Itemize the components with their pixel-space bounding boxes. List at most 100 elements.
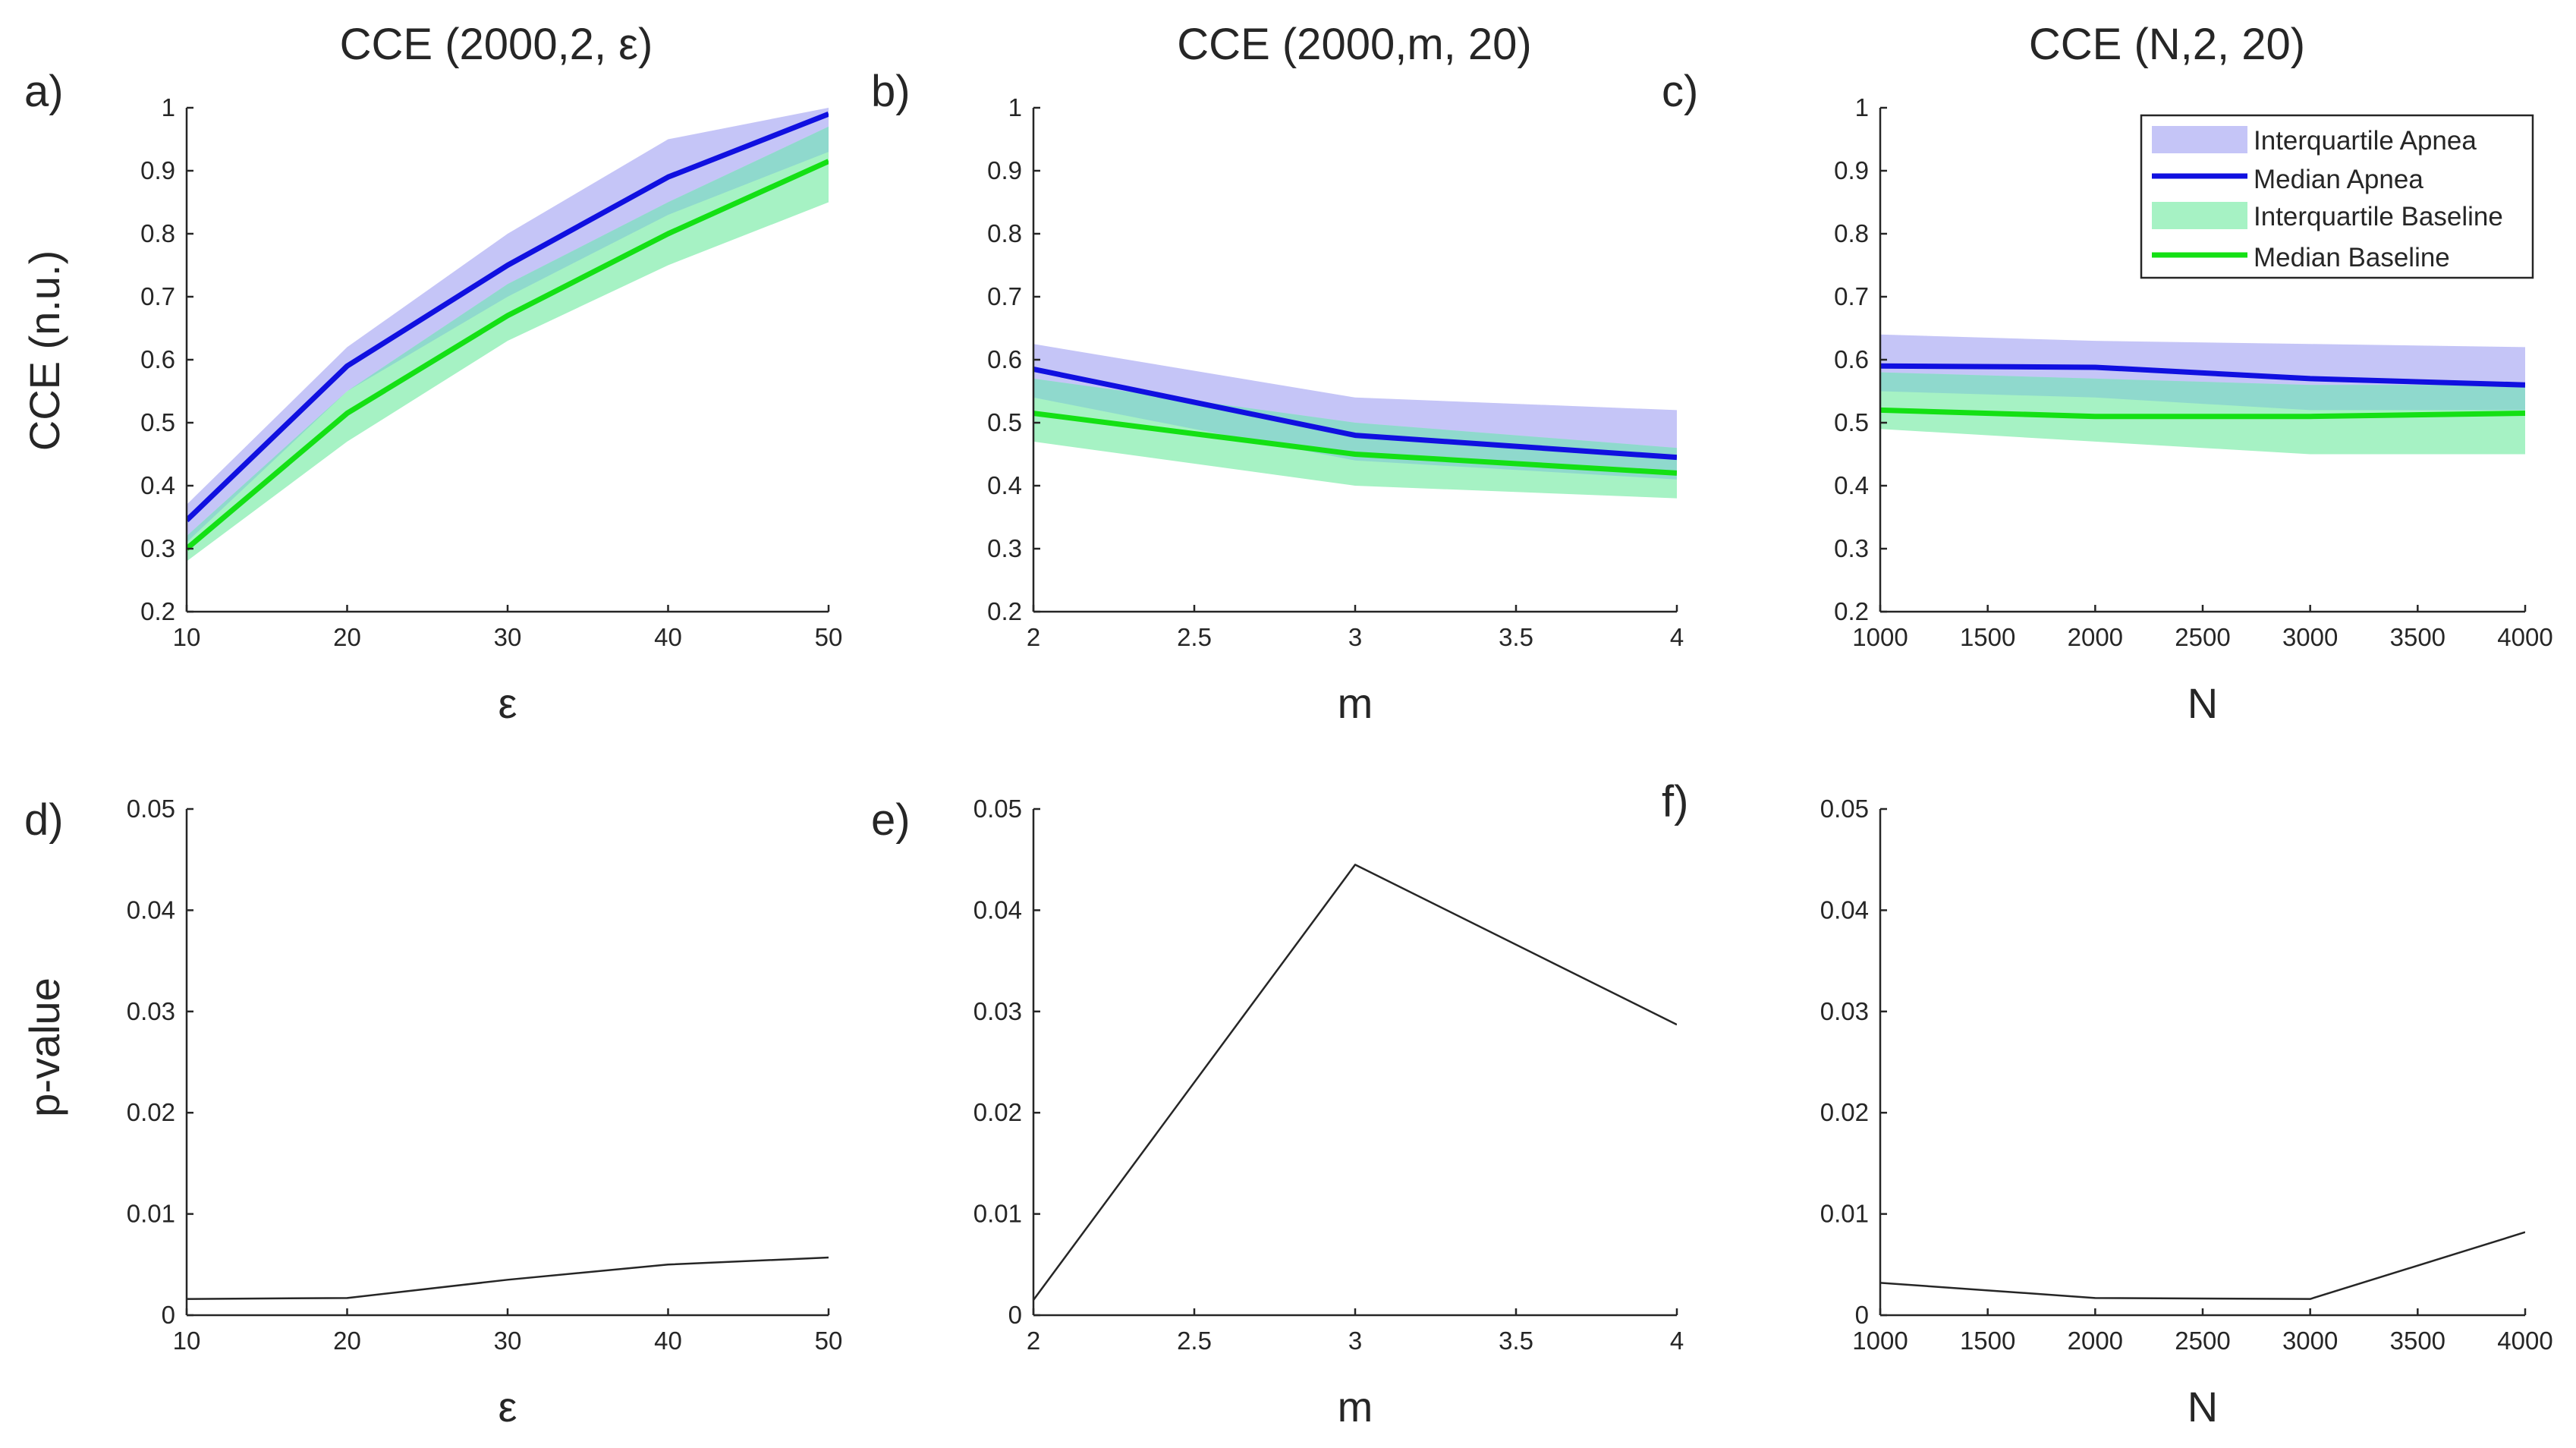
panel-b-x-tick-label: 3.5 — [1499, 623, 1533, 651]
panel-d: 10 20 30 40 50 0 0.01 0.02 0.03 0.04 0.05 ε d) — [24, 795, 842, 1431]
panel-d-x-tick-label: 20 — [333, 1327, 361, 1355]
panel-d-x-tick-label: 50 — [815, 1327, 843, 1355]
panel-a-x-tick-label: 30 — [494, 623, 522, 651]
panel-d-label: d) — [24, 795, 64, 845]
panel-f-y-tick-label: 0.02 — [1820, 1098, 1869, 1126]
panel-b-x-tick-label: 2.5 — [1177, 623, 1212, 651]
panel-b-x-label: m — [1338, 679, 1373, 727]
panel-e: 2 2.5 3 3.5 4 0 0.01 0.02 0.03 0.04 0.05 m e) — [871, 795, 1684, 1431]
panel-a-y-tick-label: 0.9 — [140, 156, 175, 184]
panel-f-y-tick-label: 0.01 — [1820, 1200, 1869, 1228]
panel-c-plot-area — [1880, 334, 2525, 455]
panel-b-y-tick-label: 0.2 — [987, 597, 1022, 625]
panel-e-y-tick-label: 0.03 — [973, 997, 1022, 1025]
panel-d-y-tick-label: 0.03 — [127, 997, 175, 1025]
panel-c: 1000 1500 2000 2500 3000 3500 4000 0.2 0.3 0.4 0.5… — [1662, 20, 2553, 727]
panel-a: 10 20 30 40 50 0.2 0.3 0.4 0.5 0.6 0.7 0.8 0.9 1 ε CCE … — [24, 20, 842, 727]
panel-e-y-tick-label: 0.01 — [973, 1200, 1022, 1228]
panel-b-y-tick-label: 0.4 — [987, 471, 1022, 499]
panel-c-y-tick-label: 1 — [1855, 93, 1869, 121]
bottom-row-ylabel: p-value — [20, 977, 68, 1117]
panel-e-x-label: m — [1338, 1383, 1373, 1431]
panel-c-x-tick-label: 2000 — [2068, 623, 2123, 651]
panel-a-title: CCE (2000,2, ε) — [340, 20, 653, 69]
panel-a-band-baseline — [187, 126, 829, 562]
panel-d-y-tick-label: 0.05 — [127, 795, 175, 823]
panel-b-title: CCE (2000,m, 20) — [1177, 20, 1531, 69]
legend-label-interquartile-apnea: Interquartile Apnea — [2254, 126, 2477, 156]
panel-a-x-label: ε — [499, 679, 517, 727]
panel-d-y-tick-label: 0.04 — [127, 896, 175, 924]
panel-e-y-tick-label: 0.04 — [973, 896, 1022, 924]
panel-f-y-tick-label: 0.04 — [1820, 896, 1869, 924]
panel-d-y-tick-label: 0.02 — [127, 1098, 175, 1126]
legend-label-median-baseline: Median Baseline — [2254, 243, 2450, 272]
panel-f-x-tick-label: 4000 — [2497, 1327, 2552, 1355]
panel-c-x-label: N — [2188, 679, 2218, 727]
panel-b: 2 2.5 3 3.5 4 0.2 0.3 0.4 0.5 0.6 0.7 0.8 0.9 1 m CCE (… — [871, 20, 1684, 727]
panel-e-x-tick-label: 3.5 — [1499, 1327, 1533, 1355]
panel-f-y-tick-label: 0.05 — [1820, 795, 1869, 823]
panel-d-x-tick-label: 40 — [654, 1327, 682, 1355]
panel-c-label: c) — [1662, 67, 1698, 116]
panel-a-y-tick-label: 0.8 — [140, 219, 175, 247]
legend-swatch-interquartile-apnea — [2152, 126, 2247, 153]
panel-b-line-median-baseline — [1033, 411, 1677, 476]
panel-a-y-tick-label: 0.2 — [140, 597, 175, 625]
panel-b-plot-area — [1033, 344, 1677, 499]
panel-e-x-tick-label: 2 — [1027, 1327, 1040, 1355]
panel-f-x-tick-label: 2500 — [2175, 1327, 2230, 1355]
legend-swatch-interquartile-baseline — [2152, 202, 2247, 229]
panel-f-y-tick-label: 0 — [1855, 1301, 1869, 1329]
panel-a-x-tick-label: 20 — [333, 623, 361, 651]
panel-f-x-tick-label: 3000 — [2282, 1327, 2338, 1355]
legend-label-median-apnea: Median Apnea — [2254, 165, 2423, 194]
panel-e-line-pvalue — [1033, 864, 1677, 1301]
panel-e-plot-area — [1033, 864, 1677, 1301]
panel-c-band-overlap — [1880, 372, 2525, 411]
panel-a-y-tick-label: 0.5 — [140, 408, 175, 436]
panel-f-y-tick-label: 0.03 — [1820, 997, 1869, 1025]
panel-f-x-tick-label: 1500 — [1960, 1327, 2015, 1355]
panel-c-y-tick-label: 0.7 — [1834, 282, 1869, 310]
panel-b-y-tick-label: 0.5 — [987, 408, 1022, 436]
panel-a-x-tick-label: 10 — [173, 623, 201, 651]
panel-d-x-tick-label: 10 — [173, 1327, 201, 1355]
panel-a-x-tick-label: 50 — [815, 623, 843, 651]
panel-f-x-tick-label: 1000 — [1852, 1327, 1908, 1355]
panel-c-y-tick-label: 0.3 — [1834, 534, 1869, 562]
panel-b-y-tick-label: 0.8 — [987, 219, 1022, 247]
panel-b-y-tick-label: 1 — [1008, 93, 1022, 121]
panel-c-y-tick-label: 0.9 — [1834, 156, 1869, 184]
panel-c-y-tick-label: 0.5 — [1834, 408, 1869, 436]
panel-d-x-label: ε — [499, 1383, 517, 1431]
panel-c-y-tick-label: 0.8 — [1834, 219, 1869, 247]
panel-f-plot-area — [1880, 1231, 2525, 1300]
panel-a-band-overlap — [187, 126, 829, 543]
panel-b-x-tick-label: 4 — [1670, 623, 1684, 651]
panel-a-label: a) — [24, 67, 64, 116]
panel-c-x-tick-label: 3500 — [2390, 623, 2445, 651]
panel-a-y-tick-label: 0.7 — [140, 282, 175, 310]
panel-a-line-median-apnea — [187, 112, 829, 523]
panel-e-x-tick-label: 3 — [1348, 1327, 1362, 1355]
panel-b-line-median-apnea — [1033, 367, 1677, 461]
legend: Interquartile Apnea Median Apnea Interqu… — [2140, 114, 2534, 279]
panel-a-y-tick-label: 0.3 — [140, 534, 175, 562]
panel-d-x-tick-label: 30 — [494, 1327, 522, 1355]
panel-a-y-tick-label: 1 — [162, 93, 175, 121]
legend-label-interquartile-baseline: Interquartile Baseline — [2254, 202, 2503, 231]
panel-b-x-tick-label: 2 — [1027, 623, 1040, 651]
panel-e-y-tick-label: 0.02 — [973, 1098, 1022, 1126]
panel-c-x-tick-label: 3000 — [2282, 623, 2338, 651]
panel-f: 1000 1500 2000 2500 3000 3500 4000 0 0.01 0.02 0.0… — [1662, 777, 2553, 1431]
panel-d-y-tick-label: 0.01 — [127, 1200, 175, 1228]
panel-f-line-pvalue — [1880, 1231, 2525, 1300]
panel-e-x-tick-label: 2.5 — [1177, 1327, 1212, 1355]
panel-b-y-tick-label: 0.9 — [987, 156, 1022, 184]
panel-a-band-apnea — [187, 108, 829, 543]
panel-b-y-tick-label: 0.3 — [987, 534, 1022, 562]
panel-a-line-median-baseline — [187, 159, 829, 551]
panel-a-y-tick-label: 0.6 — [140, 345, 175, 373]
